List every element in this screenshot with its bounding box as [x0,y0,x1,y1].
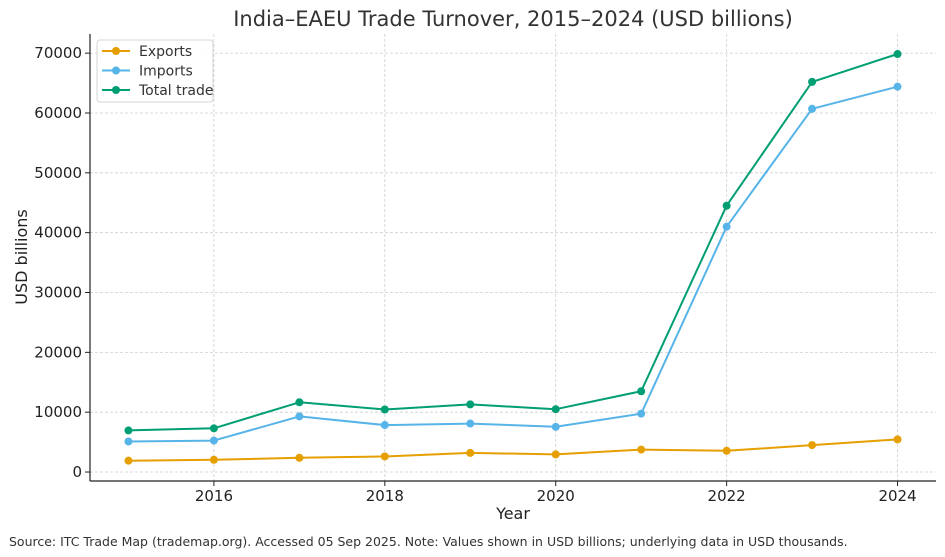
data-point [466,400,475,409]
y-tick-label: 60000 [34,104,82,122]
y-tick-label: 50000 [34,164,82,182]
data-point [551,422,560,431]
data-point [295,412,304,421]
data-point [551,405,560,414]
x-tick-label: 2022 [708,487,746,505]
y-tick-label: 70000 [34,44,82,62]
data-point [466,448,475,457]
data-point [893,82,902,91]
data-point [380,405,389,414]
y-tick-label: 0 [72,463,82,481]
data-point [295,453,304,462]
legend: Exports Imports Total trade [96,39,214,103]
series-layer [124,50,902,465]
legend-label: Exports [139,44,192,60]
data-point [722,222,731,231]
x-tick-label: 2024 [878,487,916,505]
legend-swatch-marker [112,86,120,94]
axes [85,34,936,486]
series-line [128,85,898,443]
x-tick-label: 2020 [537,487,575,505]
data-point [295,398,304,407]
data-point [637,409,646,418]
data-point [637,445,646,454]
legend-label: Imports [139,64,193,80]
data-point [808,441,817,450]
tick-labels: 2016 2018 2020 2022 2024 0 10000 20000 30000 4000… [34,44,916,505]
data-point [893,50,902,59]
x-tick-label: 2016 [195,487,233,505]
data-point [808,104,817,113]
data-point [209,424,218,433]
y-tick-label: 40000 [34,224,82,242]
legend-swatch-marker [112,66,120,75]
data-point [380,421,389,430]
x-tick-label: 2018 [366,487,404,505]
legend-label: Total trade [138,83,213,99]
source-note: Source: ITC Trade Map (trademap.org). Ac… [9,534,848,549]
data-point [124,426,133,435]
legend-box [96,39,214,103]
y-axis-label: USD billions [12,209,31,304]
data-point [124,437,133,446]
series-line [128,53,898,432]
data-point [380,452,389,461]
chart-title: India–EAEU Trade Turnover, 2015–2024 (US… [233,7,793,31]
y-tick-label: 10000 [34,403,82,421]
legend-swatch-marker [112,47,120,55]
grid [90,34,936,481]
y-tick-label: 30000 [34,284,82,302]
data-point [466,419,475,428]
data-point [808,77,817,86]
x-axis-label: Year [495,504,530,523]
data-point [893,435,902,444]
data-point [722,446,731,455]
y-tick-label: 20000 [34,343,82,361]
data-point [209,455,218,464]
data-point [124,456,133,465]
data-point [637,387,646,396]
data-point [551,450,560,459]
data-point [722,201,731,210]
series-line [128,438,898,462]
data-point [209,436,218,445]
